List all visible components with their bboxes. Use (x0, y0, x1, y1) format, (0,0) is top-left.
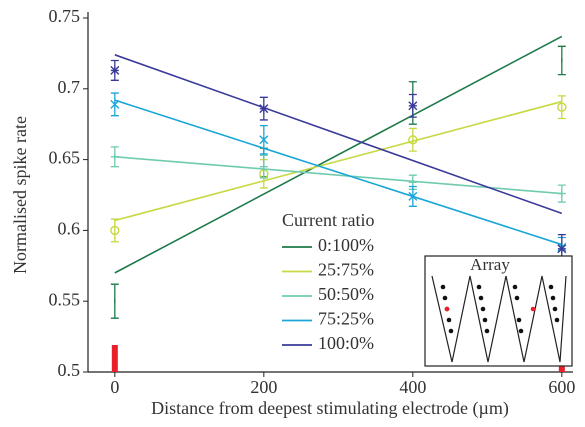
point (110, 152, 119, 161)
y-tick-label: 0.75 (49, 6, 81, 26)
fit-line (114, 54, 563, 215)
y-tick-label: 0.5 (58, 360, 81, 380)
point (259, 135, 269, 145)
legend-label: 0:100% (318, 235, 374, 255)
legend-label: 100:0% (318, 333, 374, 353)
point (110, 65, 120, 75)
legend-label: 25:75% (318, 260, 374, 280)
point (408, 191, 418, 201)
y-tick-label: 0.55 (49, 289, 81, 309)
legend-title: Current ratio (282, 210, 374, 230)
array-inset: Array (424, 255, 573, 367)
point (110, 99, 120, 109)
y-axis-label: Normalised spike rate (10, 116, 30, 274)
fit-line (114, 35, 563, 274)
point (557, 189, 566, 198)
point (557, 244, 567, 254)
x-tick-label: 600 (548, 377, 575, 397)
point (408, 101, 418, 111)
error-bar (110, 218, 119, 243)
y-tick-label: 0.7 (58, 77, 81, 97)
point (259, 162, 268, 171)
inset-title: Array (470, 255, 510, 274)
point (408, 135, 418, 145)
x-tick-label: 400 (399, 377, 426, 397)
x-axis-label: Distance from deepest stimulating electr… (151, 398, 509, 419)
point (408, 178, 417, 187)
point (110, 225, 120, 236)
y-tick-label: 0.6 (58, 219, 81, 239)
electrode-dots (440, 284, 560, 334)
legend-label: 50:50% (318, 284, 374, 304)
error-bar (557, 95, 566, 120)
legend-label: 75:25% (318, 309, 374, 329)
fit-line (114, 155, 562, 195)
error-bar (408, 127, 417, 152)
fit-line (114, 100, 563, 222)
point (557, 102, 567, 112)
x-tick-label: 0 (110, 377, 119, 397)
y-tick-label: 0.65 (49, 148, 81, 168)
electrode-marker (111, 345, 118, 372)
point (259, 104, 269, 114)
fit-line (114, 99, 563, 246)
x-tick-label: 200 (250, 377, 277, 397)
shank-outline (431, 275, 567, 363)
